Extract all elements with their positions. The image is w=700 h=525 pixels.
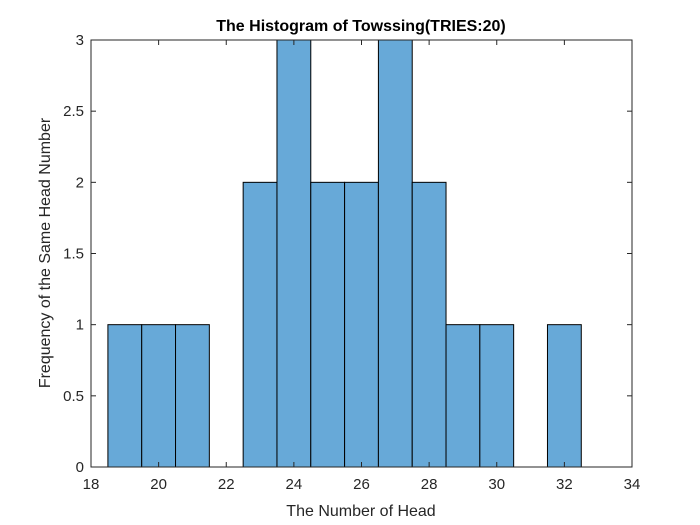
x-tick-label: 30 <box>488 476 505 493</box>
x-tick-label: 34 <box>624 476 641 493</box>
histogram-bar <box>445 324 481 468</box>
x-tick-label: 18 <box>83 476 100 493</box>
histogram-bar <box>276 39 312 468</box>
histogram-bar <box>546 324 582 468</box>
histogram-bar <box>107 324 143 468</box>
y-tick-label: 1.5 <box>63 246 84 263</box>
x-tick-label: 26 <box>353 476 370 493</box>
x-axis-label: The Number of Head <box>286 503 435 520</box>
histogram-bar <box>411 181 447 468</box>
y-tick-label: 0 <box>76 459 84 476</box>
histogram-bar <box>310 181 346 468</box>
y-tick-label: 1 <box>76 317 84 334</box>
x-tick-label: 32 <box>556 476 573 493</box>
histogram-bar <box>175 324 210 468</box>
x-ticks-group: 18 20 22 24 26 28 30 32 34 <box>83 40 641 493</box>
chart-title: The Histogram of Towssing(TRIES:20) <box>216 18 506 35</box>
histogram-bar <box>479 324 515 468</box>
x-tick-label: 28 <box>421 476 438 493</box>
y-ticks-group: 0 0.5 1 1.5 2 2.5 3 <box>63 32 632 476</box>
y-tick-label: 2.5 <box>63 103 84 120</box>
histogram-bar <box>377 39 413 468</box>
x-tick-label: 22 <box>218 476 235 493</box>
x-tick-label: 24 <box>286 476 303 493</box>
y-axis-label: Frequency of the Same Head Number <box>37 117 54 388</box>
x-tick-label: 20 <box>150 476 167 493</box>
histogram-bar <box>242 181 278 468</box>
y-tick-label: 2 <box>76 174 84 191</box>
histogram-bar <box>344 181 379 468</box>
bars-group <box>107 39 582 468</box>
y-tick-label: 3 <box>76 32 84 49</box>
y-tick-label: 0.5 <box>63 388 84 405</box>
histogram-bar <box>141 324 177 468</box>
